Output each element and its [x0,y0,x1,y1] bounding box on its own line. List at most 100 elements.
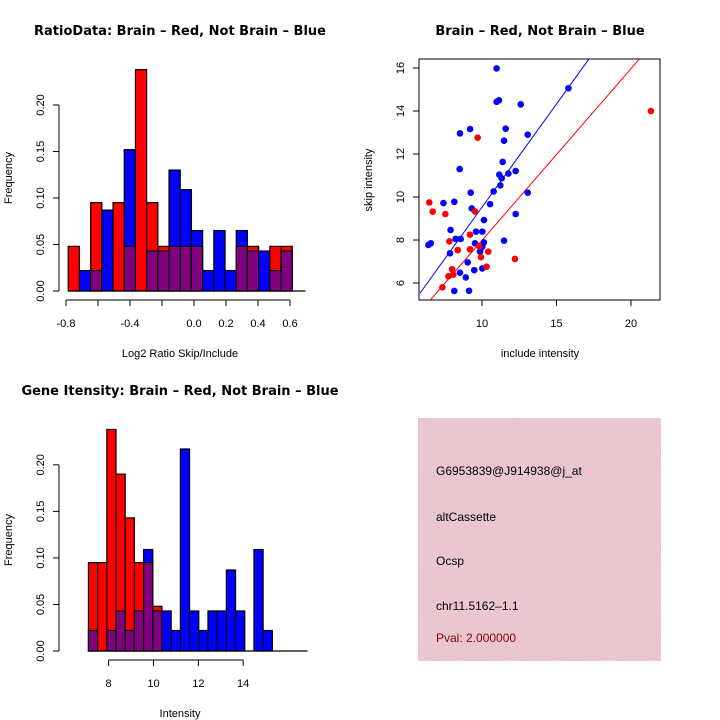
brain-bar [67,245,81,292]
brain-point [442,210,449,218]
not-brain-point [524,189,532,197]
x-tick-label: 8 [106,678,112,690]
y-tick-label: 8 [395,237,407,243]
brain-point [425,199,433,206]
info-panel: G6953839@J914938@j_at altCassette Ocsp c… [418,418,661,661]
x-tick-label: 14 [237,678,249,690]
scatter-ylabel: skip intensity [363,148,375,211]
not-brain-bar [202,269,215,292]
x-tick-label: 0.0 [186,318,201,330]
ratio-histogram-ylabel: Frequency [3,152,15,204]
not-brain-point [447,226,454,234]
not-brain-bar [216,610,227,652]
y-tick-label: 0.20 [35,94,47,115]
brain-point [439,284,446,291]
not-brain-point [500,137,508,144]
scatter-fit-lines [419,59,640,300]
overlap-bar [179,245,193,292]
gene-intensity-ylabel: Frequency [3,514,15,566]
x-tick-label: 10 [147,678,159,690]
scatter-points [425,65,655,295]
not-brain-bar [253,548,264,652]
brain-bar [112,202,125,292]
scatter-axes: 10 15 20 6 8 10 12 14 16 [395,62,637,330]
not-brain-bar [225,569,237,652]
x-tick-label: 0.2 [218,318,233,330]
not-brain-bar [198,629,209,652]
not-brain-point [512,167,519,175]
not-brain-point [427,239,435,247]
overlap-bar [106,629,117,652]
not-brain-point [502,125,509,132]
overlap-bar [152,610,163,652]
ratio-histogram-title: RatioData: Brain – Red, Not Brain – Blue [34,24,326,39]
brain-point [471,208,479,215]
y-tick-label: 0.10 [35,547,47,568]
not-brain-point [493,65,500,72]
scatter-plot-box [418,58,661,301]
brain-point [448,265,456,273]
brain-point [454,246,462,254]
overlap-bar [146,250,159,292]
not-brain-point [476,248,484,255]
not-brain-point [470,266,478,274]
not-brain-point [524,131,532,138]
not-brain-point [472,228,480,235]
not-brain-point [500,237,508,244]
not-brain-bar [207,610,218,652]
not-brain-bar [188,610,200,652]
brain-point [647,107,655,115]
not-brain-point [457,235,465,243]
intensity-scatter: Brain – Red, Not Brain – Blue 10 15 206810… [363,24,661,360]
not-brain-bar [170,629,181,652]
x-tick-label: 10 [476,318,488,330]
y-tick-label: 12 [395,148,407,160]
not-brain-point [486,200,494,208]
x-tick-label: 0.4 [250,318,265,330]
y-tick-label: 10 [395,191,407,203]
not-brain-point [440,199,447,207]
not-brain-point [495,96,503,104]
gene-intensity-histogram: Gene Itensity: Brain – Red, Not Brain – … [3,384,339,720]
not-brain-point [451,287,458,295]
not-brain-point [462,274,470,281]
event-type: altCassette [436,510,497,524]
gene-intensity-xlabel: Intensity [160,708,201,720]
y-tick-label: 0.00 [35,280,47,301]
overlap-bar [143,561,154,652]
not-brain-point [490,188,497,195]
not-brain-point [517,101,525,108]
not-brain-point [565,84,572,92]
not-brain-bar [234,610,246,652]
brain-point [446,238,453,245]
brain-point [449,271,457,278]
brain-fit-line [429,59,640,300]
not-brain-bar [258,250,271,292]
y-tick-label: 0.15 [35,141,47,162]
not-brain-point [498,175,505,182]
x-tick-label: -0.4 [121,318,140,330]
not-brain-bar [179,448,191,652]
not-brain-point [499,158,507,166]
ratio-histogram-bars [67,69,293,292]
y-tick-label: 6 [395,280,407,286]
locus: chr11.5162–1.1 [436,599,519,613]
overlap-bar [168,245,181,292]
not-brain-point [456,269,464,276]
gene-intensity-axes: 0.00 0.05 0.10 0.15 0.20 8 10 12 14 [35,454,308,690]
not-brain-point [467,189,474,197]
y-tick-label: 14 [395,105,407,117]
not-brain-point [505,170,512,177]
x-tick-label: 0.6 [282,318,297,330]
overlap-bar [123,245,137,292]
not-brain-point [480,216,488,224]
x-tick-label: 20 [625,318,637,330]
brain-point [484,248,492,255]
gene-intensity-title: Gene Itensity: Brain – Red, Not Brain – … [21,384,338,399]
ratio-histogram-xlabel: Log2 Ratio Skip/Include [122,348,238,360]
ratio-histogram: RatioData: Brain – Red, Not Brain – Blue… [3,24,326,360]
brain-bar [97,561,108,652]
y-tick-label: 0.15 [35,501,47,522]
not-brain-bar [262,629,273,652]
